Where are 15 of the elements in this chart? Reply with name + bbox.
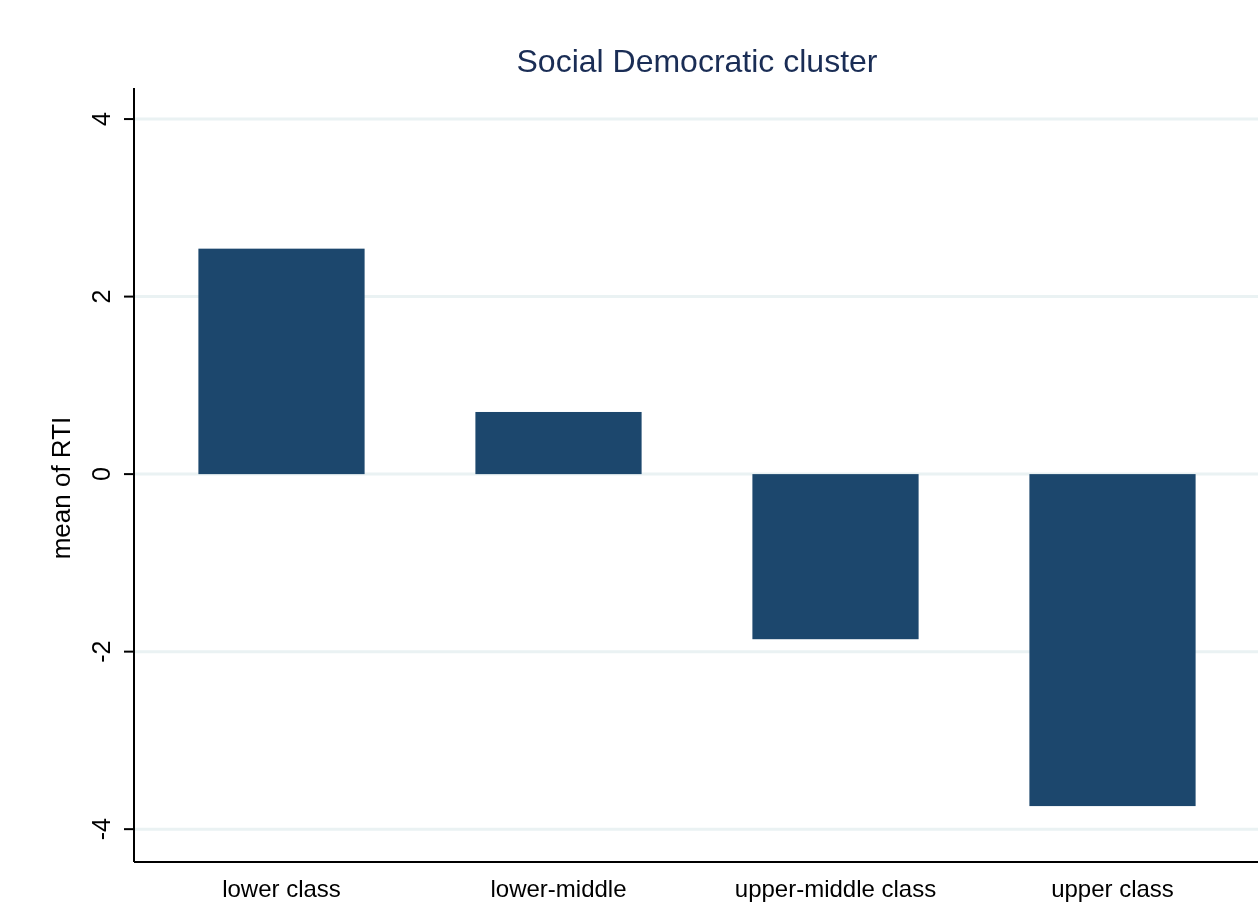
- x-tick-label: upper class: [1051, 875, 1174, 902]
- x-tick-label: lower-middle: [490, 875, 627, 902]
- y-tick-label: 4: [87, 112, 115, 127]
- y-tick-label: -4: [87, 817, 115, 841]
- x-tick-label: lower class: [222, 875, 341, 902]
- bar: [752, 474, 919, 640]
- bar: [475, 411, 642, 475]
- chart-title: Social Democratic cluster: [516, 43, 878, 79]
- x-tick-label: upper-middle class: [734, 875, 937, 902]
- bar: [198, 248, 365, 475]
- y-axis-title: mean of RTI: [46, 416, 76, 560]
- y-tick-label: -2: [87, 640, 115, 663]
- y-tick-label: 0: [87, 467, 115, 482]
- y-tick-label: 2: [87, 289, 115, 304]
- bar: [1029, 474, 1196, 807]
